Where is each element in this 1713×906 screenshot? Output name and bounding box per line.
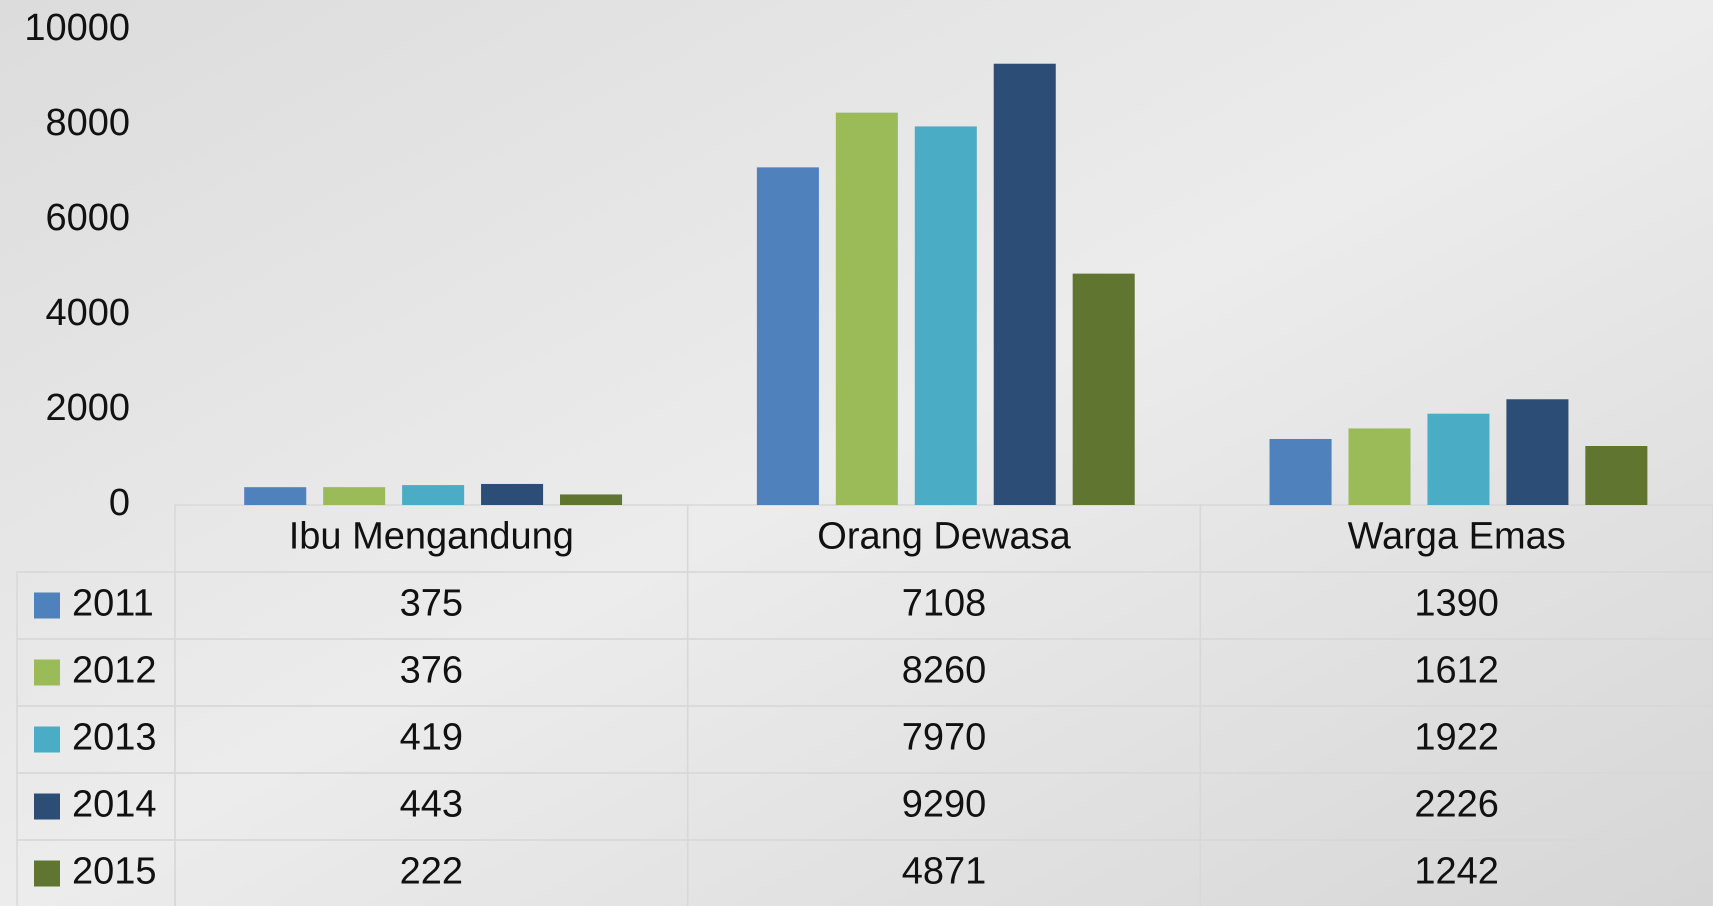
bar [1585,446,1647,505]
y-tick-label: 4000 [45,292,130,334]
table-value: 1390 [1414,583,1499,625]
table-value: 1922 [1414,717,1499,759]
table-value: 8260 [902,650,987,692]
chart: 0 2000 4000 6000 8000 10000 Ibu Mengandung Oran… [0,0,1713,906]
legend-swatch [34,660,60,686]
y-tick-label: 2000 [45,387,130,429]
legend-label: 2013 [72,717,157,759]
legend-swatch [34,794,60,820]
bar [481,484,543,505]
table-value: 419 [400,717,463,759]
table-value: 7108 [902,583,987,625]
x-tick-label: Orang Dewasa [817,516,1071,558]
page: 0 2000 4000 6000 8000 10000 Ibu Mengandung Oran… [0,0,1713,906]
legend-swatch [34,861,60,887]
legend-label: 2011 [72,583,154,625]
bar [1506,399,1568,505]
legend-label: 2015 [72,851,157,893]
table-value: 7970 [902,717,987,759]
table-value: 2226 [1414,784,1499,826]
bar [244,487,306,505]
table-value: 376 [400,650,463,692]
bar [994,64,1056,505]
x-tick-label: Ibu Mengandung [289,516,574,558]
table-value: 375 [400,583,463,625]
bar [402,485,464,505]
table-value: 1242 [1414,851,1499,893]
legend-swatch [34,727,60,753]
bar [1427,414,1489,505]
bar [560,494,622,505]
bar [836,113,898,505]
bar [1073,274,1135,505]
y-tick-label: 0 [109,482,130,524]
y-tick-label: 6000 [45,197,130,239]
bar [1270,439,1332,505]
table-value: 9290 [902,784,987,826]
legend-label: 2014 [72,784,157,826]
x-tick-label: Warga Emas [1348,516,1566,558]
bar [323,487,385,505]
y-tick-label: 8000 [45,102,130,144]
table-value: 443 [400,784,463,826]
table-value: 1612 [1414,650,1499,692]
bar [915,126,977,505]
legend-swatch [34,593,60,619]
y-tick-label: 10000 [24,7,130,49]
bar [757,167,819,505]
table-value: 222 [400,851,463,893]
legend-label: 2012 [72,650,157,692]
bar [1348,428,1410,505]
table-value: 4871 [902,851,987,893]
